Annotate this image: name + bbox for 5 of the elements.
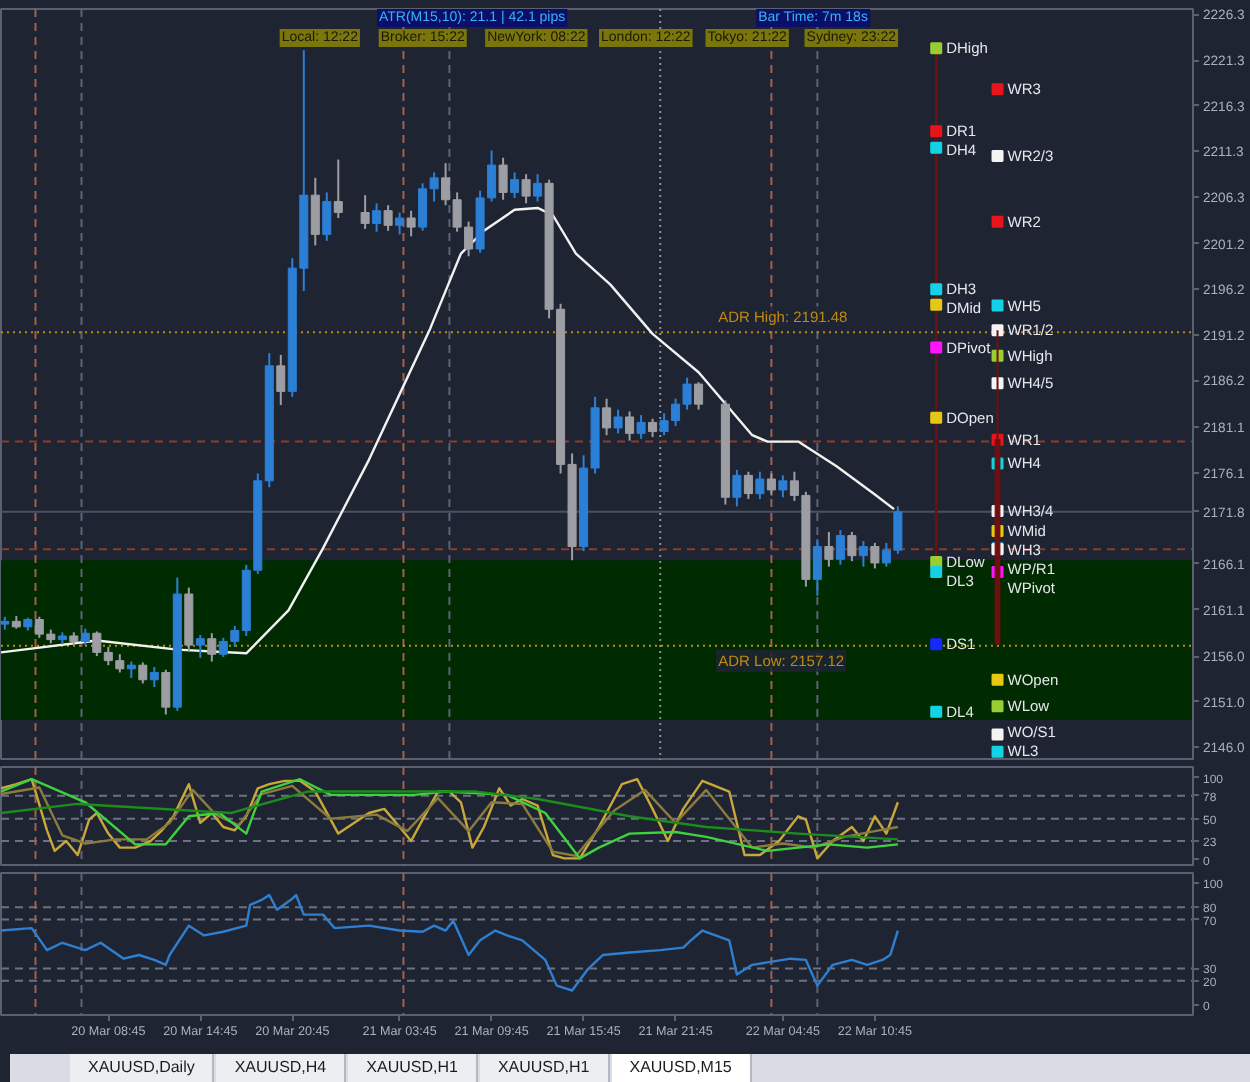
text: XAUUSD,H1 xyxy=(348,1054,478,1082)
text: XAUUSD,H1 xyxy=(479,1054,610,1082)
text: XAUUSD,Daily xyxy=(70,1054,215,1082)
text: XAUUSD,H4 xyxy=(216,1054,347,1082)
text: XAUUSD,M15 xyxy=(611,1054,752,1082)
